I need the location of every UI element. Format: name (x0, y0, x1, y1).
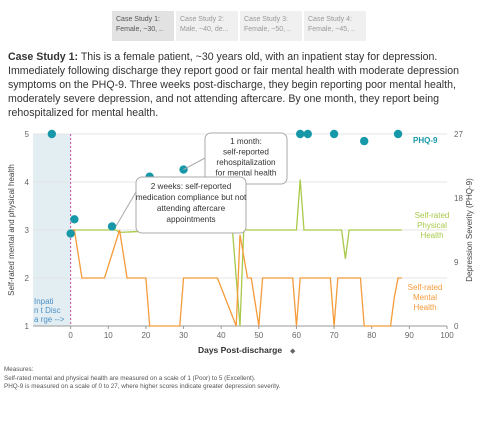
tab-case-study-1[interactable]: Case Study 1: Female, ~30, .. (112, 11, 174, 41)
annotation-1-month-text: for mental health (216, 169, 277, 178)
x-tick-label: 10 (104, 331, 113, 340)
annotation-1-month-text: 1 month: (230, 137, 262, 146)
series-label-physical-health: Self-rated (415, 211, 450, 220)
x-tick-label: 0 (68, 331, 73, 340)
tab-title: Case Study 3: (244, 16, 288, 23)
tab-case-study-4[interactable]: Case Study 4: Female, ~45, .. (304, 11, 366, 41)
y-tick-left-label: 3 (25, 226, 30, 235)
series-line-physical-health (70, 179, 402, 327)
case-description-lead: Case Study 1: (8, 51, 79, 63)
footnote: Measures: Self-rated mental and physical… (4, 366, 280, 392)
x-tick-label: 60 (292, 331, 301, 340)
x-tick-label: 100 (440, 331, 454, 340)
y-tick-left-label: 1 (25, 322, 30, 331)
phq9-point (329, 129, 339, 139)
y-tick-left-label: 5 (25, 130, 30, 139)
tab-subtitle: Female, ~30, .. (116, 26, 163, 33)
tab-case-study-3[interactable]: Case Study 3: Female, ~50, .. (240, 11, 302, 41)
series-label-physical-health: Health (420, 231, 443, 240)
x-tick-label: 40 (217, 331, 226, 340)
series-label-mental-health: Self-rated (408, 283, 443, 292)
series-line-mental-health (70, 229, 402, 327)
phq9-point (303, 129, 312, 139)
case-description: Case Study 1: This is a female patient, … (8, 50, 476, 120)
tab-subtitle: Female, ~50, .. (244, 26, 291, 33)
inpatient-discharge-label: n t Disc (34, 306, 61, 315)
annotation-2-weeks-text: medication compliance but not (136, 193, 247, 202)
tab-title: Case Study 2: (180, 16, 224, 23)
annotation-box-2-weeks (135, 176, 247, 234)
y-tick-left-label: 4 (25, 178, 30, 187)
x-axis-title: Days Post-discharge (198, 345, 282, 355)
tab-subtitle: Male, ~40, de... (180, 26, 229, 33)
annotation-2-weeks-text: appointments (166, 215, 215, 224)
phq9-point (393, 129, 403, 139)
phq9-point (107, 222, 117, 231)
y-tick-left-label: 2 (25, 274, 30, 283)
annotation-2-weeks-text: attending aftercare (157, 204, 226, 213)
y-axis-right-title: Depression Severity (PHQ-9) (465, 178, 474, 282)
y-axis-left-title: Self-rated mental and physical health (7, 164, 16, 296)
tab-title: Case Study 4: (308, 16, 352, 23)
series-label-mental-health: Health (413, 303, 436, 312)
x-tick-label: 70 (330, 331, 339, 340)
tab-case-study-2[interactable]: Case Study 2: Male, ~40, de... (176, 11, 238, 41)
y-tick-right-label: 27 (454, 130, 463, 139)
y-tick-right-label: 0 (454, 322, 459, 331)
phq9-point (47, 129, 57, 139)
x-tick-label: 90 (405, 331, 414, 340)
sort-icon: ◆ (290, 348, 296, 355)
x-tick-label: 50 (254, 331, 263, 340)
inpatient-discharge-label: a rge --> (34, 315, 65, 324)
x-tick-label: 20 (141, 331, 150, 340)
tab-subtitle: Female, ~45, .. (308, 26, 355, 33)
phq9-point (70, 215, 79, 224)
footnote-line: Self-rated mental and physical health ar… (4, 374, 256, 382)
footnote-line: Measures: (4, 366, 34, 373)
y-tick-right-label: 9 (454, 258, 459, 267)
phq9-point (66, 229, 75, 238)
annotation-2-weeks-text: 2 weeks: self-reported (151, 182, 232, 191)
case-description-text: This is a female patient, ~30 years old,… (8, 51, 460, 119)
x-tick-label: 80 (367, 331, 376, 340)
inpatient-discharge-label: Inpati (34, 297, 54, 306)
case-study-tabs: Case Study 1: Female, ~30, .. Case Study … (112, 11, 366, 41)
phq9-point (360, 136, 369, 146)
series-label-mental-health: Mental (413, 293, 437, 302)
annotation-pointer (115, 191, 137, 227)
annotation-pointer (183, 157, 206, 170)
x-tick-label: 30 (179, 331, 188, 340)
y-tick-right-label: 18 (454, 194, 463, 203)
series-label-phq9: PHQ-9 (413, 136, 438, 145)
tab-title: Case Study 1: (116, 16, 160, 23)
series-label-physical-health: Physical (417, 221, 447, 230)
annotation-1-month-text: self-reported (223, 148, 269, 157)
annotation-1-month-text: rehospitalization (216, 158, 276, 167)
footnote-line: PHQ-9 is measured on a scale of 0 to 27,… (4, 383, 281, 390)
phq9-point (296, 129, 305, 139)
